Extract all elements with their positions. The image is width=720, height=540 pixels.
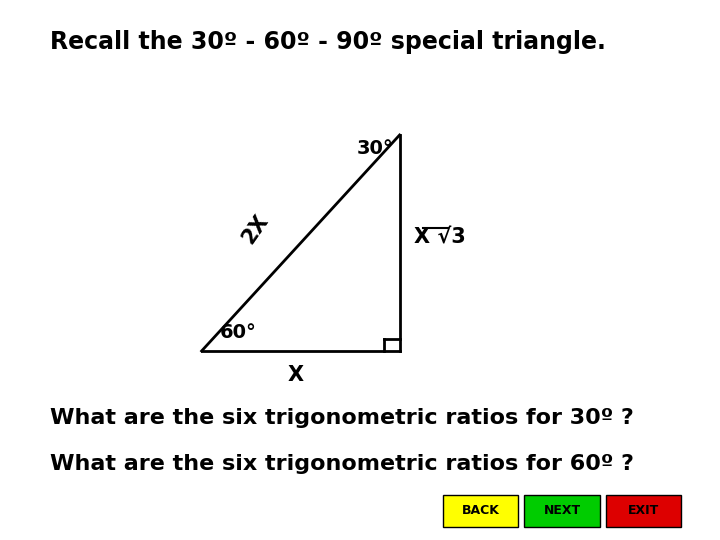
Text: X √3: X √3 [414,227,466,248]
Text: 2X: 2X [238,211,273,248]
Text: X: X [287,365,303,386]
Text: BACK: BACK [462,504,500,517]
FancyBboxPatch shape [443,495,518,526]
Text: 60°: 60° [220,322,256,342]
Text: 30°: 30° [356,139,393,158]
FancyBboxPatch shape [524,495,600,526]
Text: NEXT: NEXT [544,504,580,517]
Text: Recall the 30º - 60º - 90º special triangle.: Recall the 30º - 60º - 90º special trian… [50,30,606,53]
Text: EXIT: EXIT [628,504,659,517]
FancyBboxPatch shape [606,495,681,526]
Text: What are the six trigonometric ratios for 60º ?: What are the six trigonometric ratios fo… [50,454,634,475]
Text: What are the six trigonometric ratios for 30º ?: What are the six trigonometric ratios fo… [50,408,634,429]
